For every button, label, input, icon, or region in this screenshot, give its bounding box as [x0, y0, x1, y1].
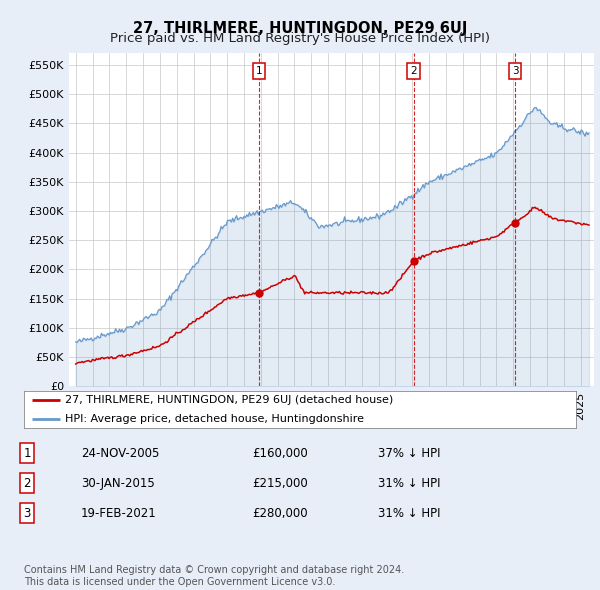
- Text: 31% ↓ HPI: 31% ↓ HPI: [378, 477, 440, 490]
- Text: Contains HM Land Registry data © Crown copyright and database right 2024.
This d: Contains HM Land Registry data © Crown c…: [24, 565, 404, 587]
- Text: 1: 1: [23, 447, 31, 460]
- Text: 3: 3: [512, 65, 518, 76]
- Text: £215,000: £215,000: [252, 477, 308, 490]
- Text: 1: 1: [256, 65, 262, 76]
- Text: 37% ↓ HPI: 37% ↓ HPI: [378, 447, 440, 460]
- Text: HPI: Average price, detached house, Huntingdonshire: HPI: Average price, detached house, Hunt…: [65, 414, 364, 424]
- Text: 2: 2: [23, 477, 31, 490]
- Text: Price paid vs. HM Land Registry's House Price Index (HPI): Price paid vs. HM Land Registry's House …: [110, 32, 490, 45]
- Text: £160,000: £160,000: [252, 447, 308, 460]
- Text: 24-NOV-2005: 24-NOV-2005: [81, 447, 160, 460]
- Text: 19-FEB-2021: 19-FEB-2021: [81, 507, 157, 520]
- Text: 30-JAN-2015: 30-JAN-2015: [81, 477, 155, 490]
- Text: 27, THIRLMERE, HUNTINGDON, PE29 6UJ (detached house): 27, THIRLMERE, HUNTINGDON, PE29 6UJ (det…: [65, 395, 394, 405]
- Text: 31% ↓ HPI: 31% ↓ HPI: [378, 507, 440, 520]
- Text: £280,000: £280,000: [252, 507, 308, 520]
- Text: 27, THIRLMERE, HUNTINGDON, PE29 6UJ: 27, THIRLMERE, HUNTINGDON, PE29 6UJ: [133, 21, 467, 35]
- Text: 3: 3: [23, 507, 31, 520]
- Text: 2: 2: [410, 65, 417, 76]
